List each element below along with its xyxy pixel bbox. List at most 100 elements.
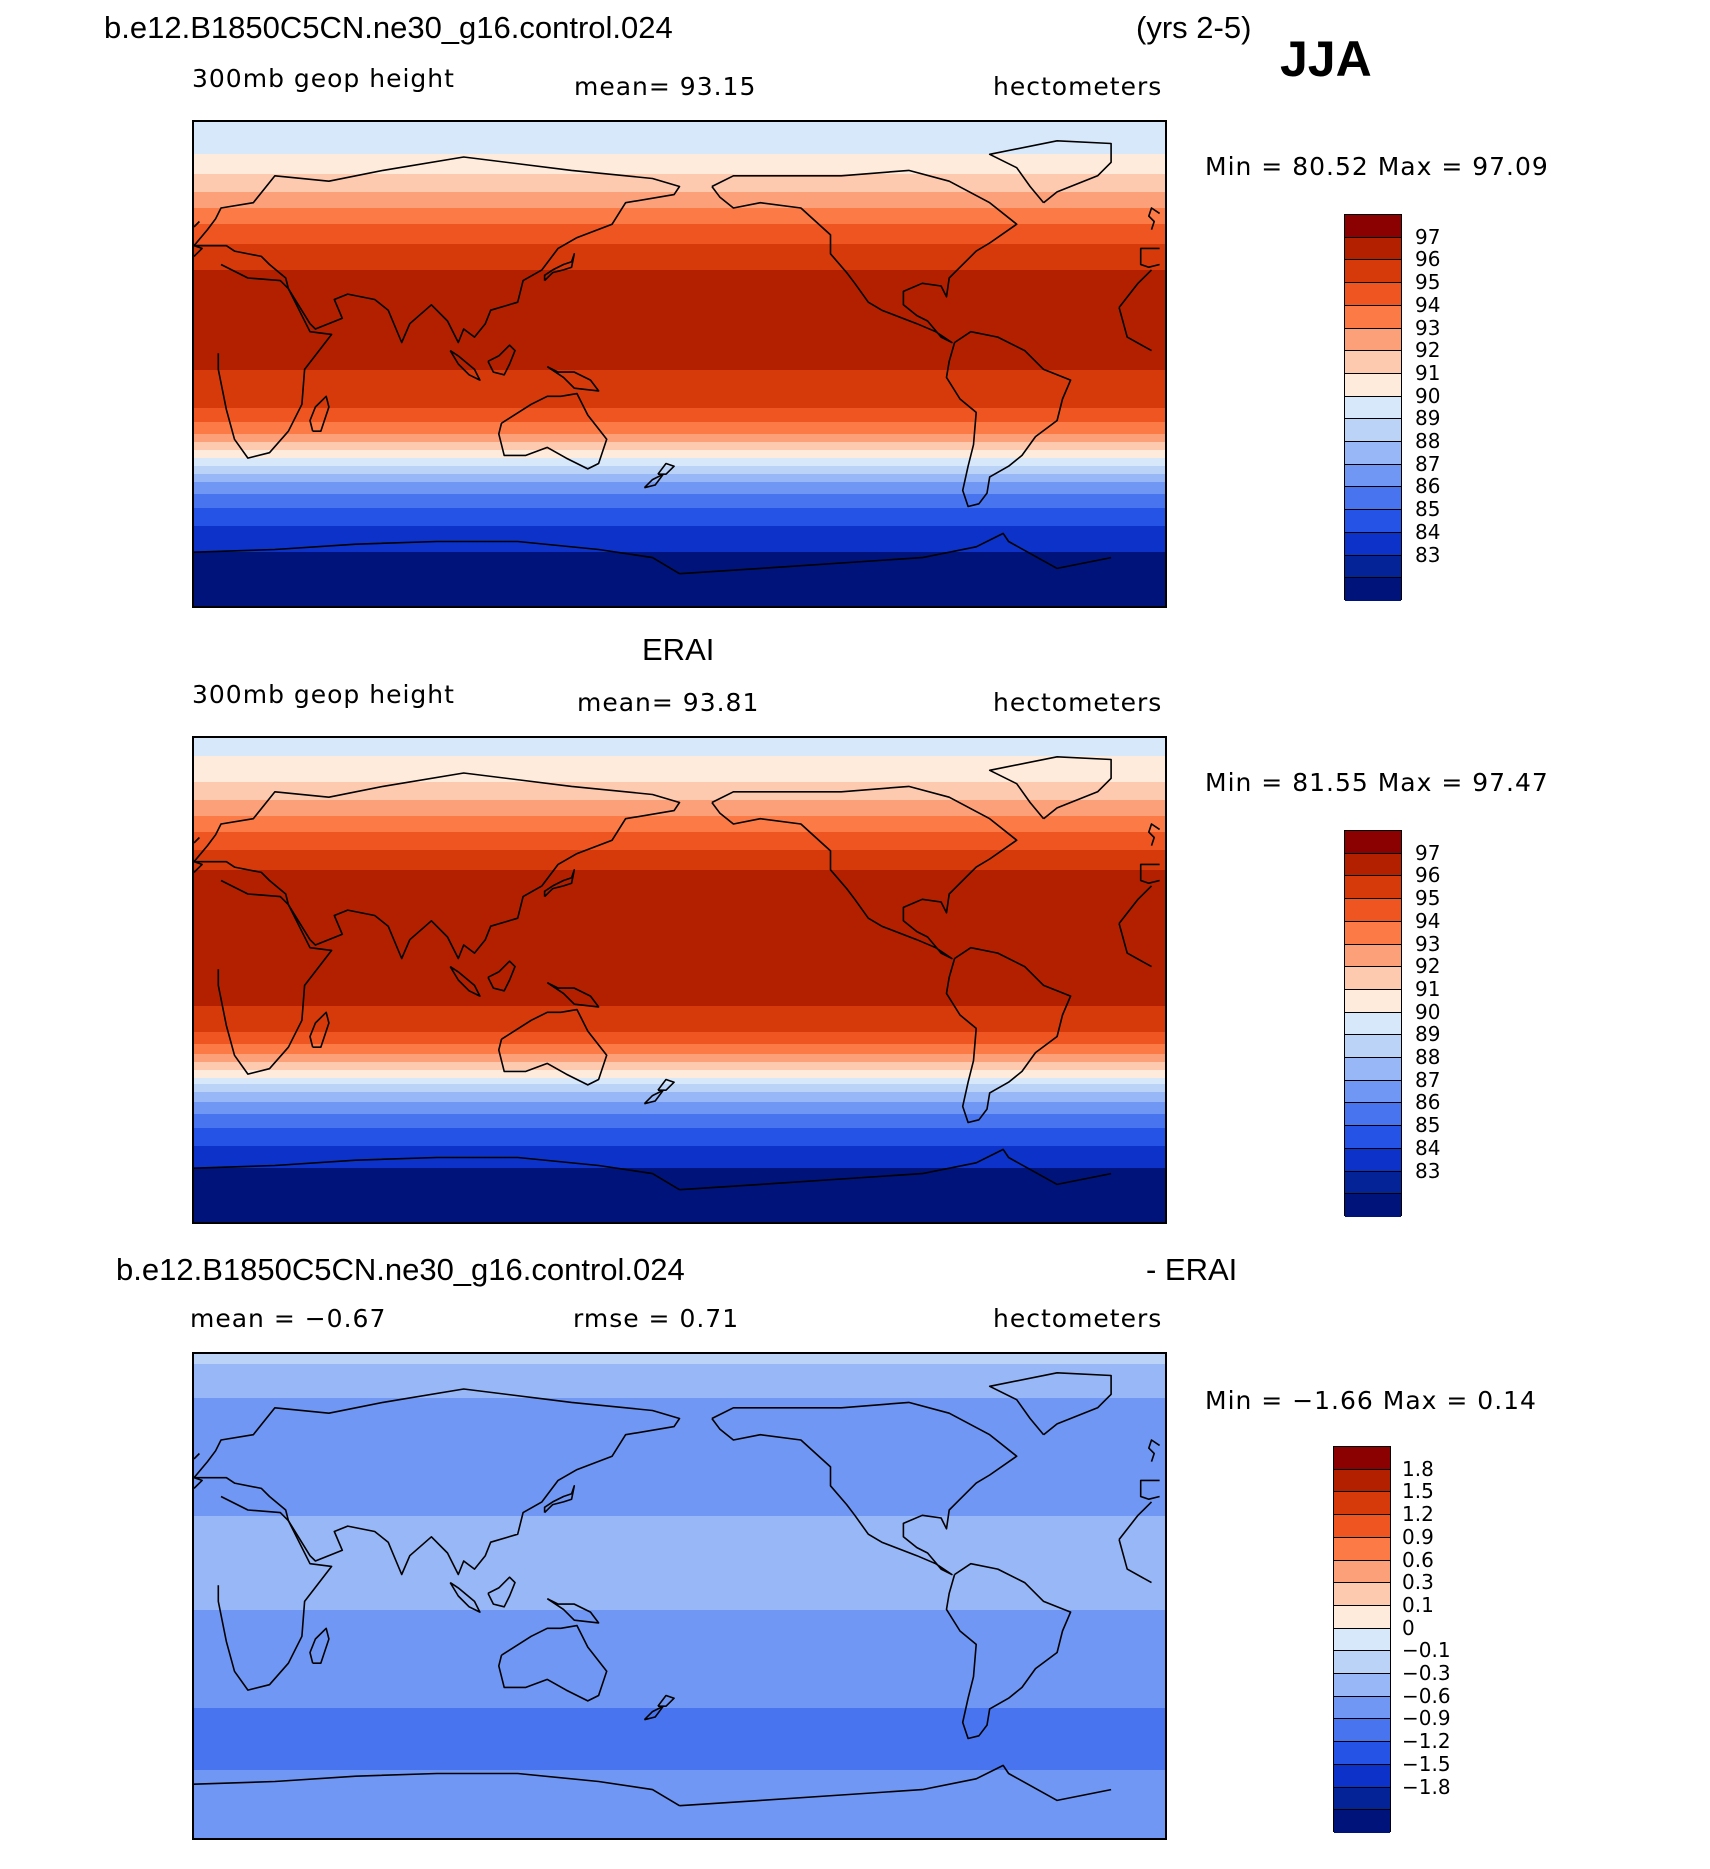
field-band (194, 986, 1165, 989)
field-band (194, 1638, 1165, 1641)
field-band (194, 1712, 1165, 1715)
field-band (194, 970, 1165, 973)
field-band (194, 1170, 1165, 1173)
coastline (945, 1562, 1072, 1740)
field-band (194, 1690, 1165, 1693)
field-band (194, 1528, 1165, 1531)
field-band (194, 1514, 1165, 1517)
colorbar-tick-label: 0.6 (1402, 1547, 1434, 1572)
field-band (194, 924, 1165, 927)
field-band (194, 436, 1165, 439)
colorbar-tick-label: 90 (1415, 383, 1441, 408)
field-band (194, 528, 1165, 531)
field-band (194, 1434, 1165, 1437)
field-band (194, 1686, 1165, 1689)
colorbar-tick-label: 87 (1415, 451, 1441, 476)
panel3-units-label: hectometers (993, 1304, 1163, 1333)
field-band (194, 1610, 1165, 1613)
field-band (194, 372, 1165, 375)
field-band (194, 1004, 1165, 1007)
field-band (194, 1600, 1165, 1603)
field-band (194, 154, 1165, 157)
field-band (194, 404, 1165, 407)
field-band (194, 1138, 1165, 1141)
field-band (194, 930, 1165, 933)
field-band (194, 152, 1165, 155)
field-band (194, 338, 1165, 341)
field-band (194, 510, 1165, 513)
field-band (194, 1034, 1165, 1037)
field-band (194, 836, 1165, 839)
field-band (194, 450, 1165, 453)
field-band (194, 134, 1165, 137)
field-band (194, 558, 1165, 561)
field-band (194, 1486, 1165, 1489)
field-band (194, 392, 1165, 395)
field-band (194, 506, 1165, 509)
field-band (194, 1594, 1165, 1597)
field-band (194, 1186, 1165, 1189)
colorbar-tick-label: 1.2 (1402, 1502, 1434, 1527)
field-band (194, 476, 1165, 479)
field-band (194, 890, 1165, 893)
panel1-map (192, 120, 1167, 608)
field-band (194, 440, 1165, 443)
field-band (194, 746, 1165, 749)
field-band (194, 1206, 1165, 1209)
field-band (194, 1680, 1165, 1683)
field-band (194, 1162, 1165, 1165)
field-band (194, 1740, 1165, 1743)
field-band (194, 552, 1165, 555)
panel2-colorbar-labels: 97 96 95 94 93 92 91 90 89 88 87 86 85 84 83 (1415, 830, 1505, 1216)
field-band (194, 238, 1165, 241)
panel1-colorbar (1344, 214, 1402, 601)
field-band (194, 288, 1165, 291)
colorbar-segment (1345, 396, 1401, 420)
panel2-variable-label: 300mb geop height (192, 680, 455, 709)
colorbar-segment (1345, 1194, 1401, 1217)
coastline (543, 869, 576, 898)
colorbar-tick-label: 86 (1415, 1090, 1441, 1115)
field-band (194, 1548, 1165, 1551)
field-band (194, 1606, 1165, 1609)
field-band (194, 1098, 1165, 1101)
coastline (1147, 207, 1161, 230)
panel2-map (192, 736, 1167, 1224)
panel1-units-label: hectometers (993, 72, 1163, 101)
field-band (194, 1126, 1165, 1129)
field-band (194, 234, 1165, 237)
colorbar-segment (1345, 1171, 1401, 1195)
field-band (194, 294, 1165, 297)
field-band (194, 1062, 1165, 1065)
coastline (543, 253, 576, 282)
colorbar-segment (1345, 899, 1401, 922)
field-band (194, 1044, 1165, 1047)
field-band (194, 278, 1165, 281)
coastline (217, 1495, 333, 1691)
field-band (194, 1578, 1165, 1581)
field-band (194, 178, 1165, 181)
field-band (194, 1678, 1165, 1681)
field-band (194, 808, 1165, 811)
field-band (194, 1424, 1165, 1427)
field-band (194, 590, 1165, 593)
field-band (194, 1374, 1165, 1377)
field-band (194, 1120, 1165, 1123)
field-band (194, 1018, 1165, 1021)
field-band (194, 470, 1165, 473)
field-band (194, 1654, 1165, 1657)
panel2-units-label: hectometers (993, 688, 1163, 717)
field-band (194, 266, 1165, 269)
colorbar-segment (1345, 464, 1401, 488)
field-band (194, 1518, 1165, 1521)
field-band (194, 1410, 1165, 1413)
colorbar-segment (1334, 1515, 1390, 1538)
field-band (194, 774, 1165, 777)
coastline (194, 1476, 203, 1489)
field-band (194, 224, 1165, 227)
field-band (194, 394, 1165, 397)
field-band (194, 1590, 1165, 1593)
coastline (194, 860, 203, 873)
field-band (194, 498, 1165, 501)
field-band (194, 892, 1165, 895)
